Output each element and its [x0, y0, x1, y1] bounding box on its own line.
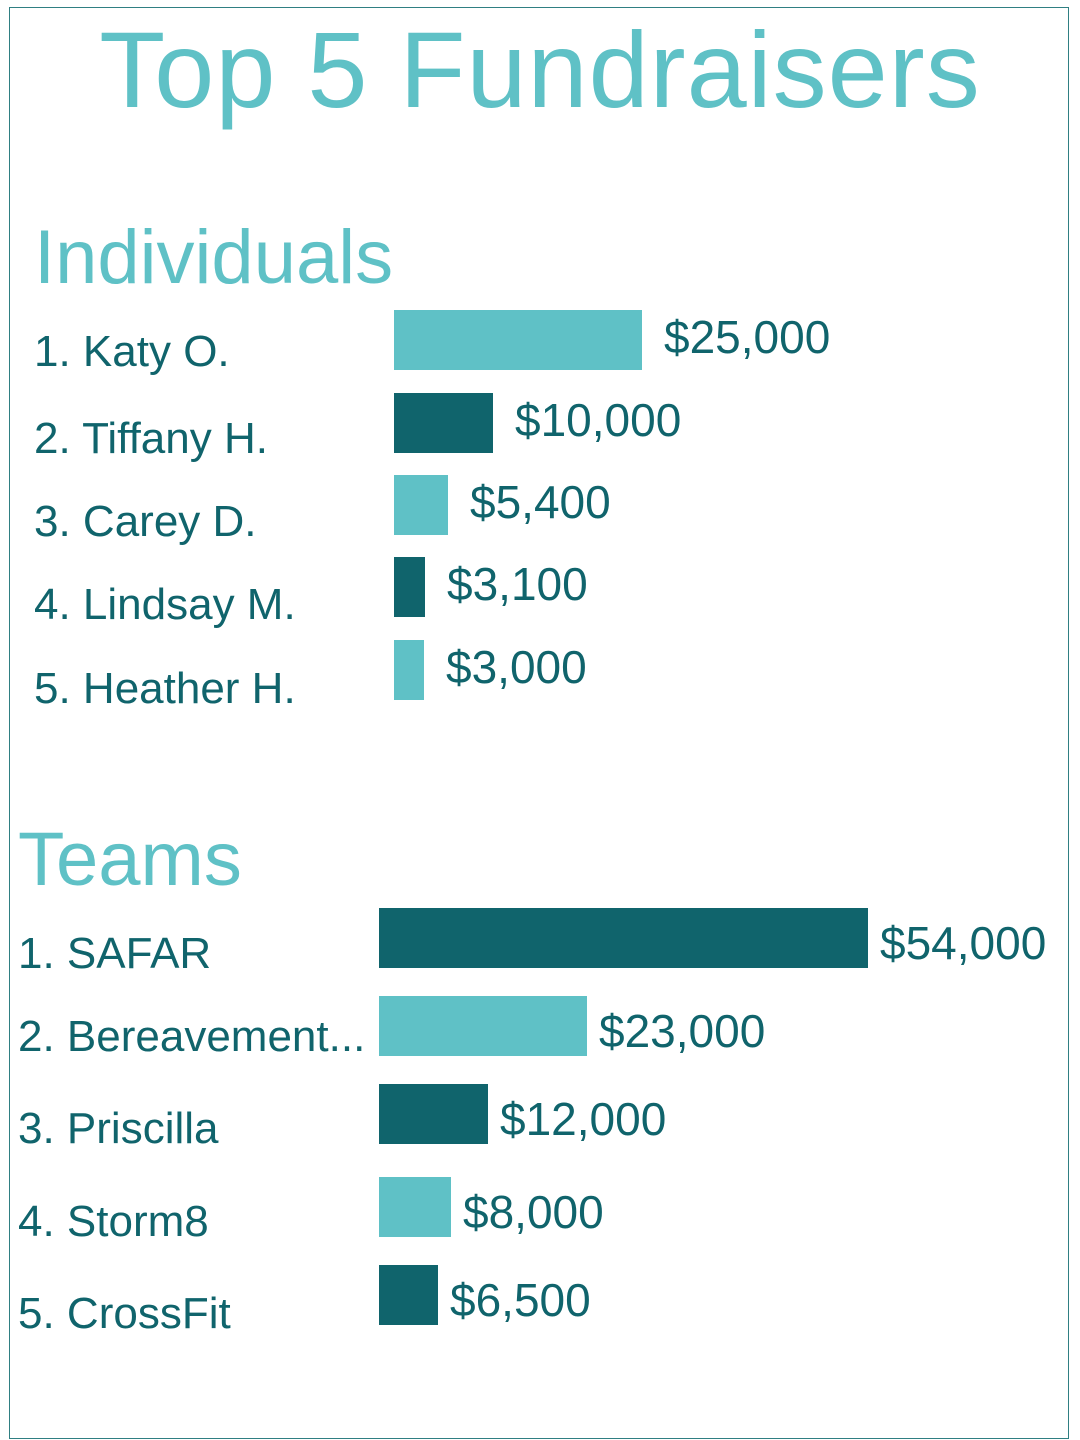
teams-title: Teams: [18, 817, 242, 902]
team-value-4: $8,000: [463, 1186, 604, 1238]
individual-value-4: $3,100: [447, 558, 588, 610]
page-title: Top 5 Fundraisers: [99, 9, 981, 130]
team-bar-1: [379, 908, 868, 968]
individual-bar-4: [394, 557, 425, 617]
individual-bar-1: [394, 310, 642, 370]
team-label-4: 4. Storm8: [18, 1197, 209, 1246]
team-label-1: 1. SAFAR: [18, 929, 212, 978]
team-value-3: $12,000: [500, 1093, 667, 1145]
individual-value-5: $3,000: [446, 641, 587, 693]
individual-label-2: 2. Tiffany H.: [34, 414, 268, 463]
individual-value-2: $10,000: [515, 394, 682, 446]
team-bar-4: [379, 1177, 451, 1237]
individuals-title: Individuals: [34, 215, 394, 300]
individual-label-4: 4. Lindsay M.: [34, 580, 296, 629]
team-label-3: 3. Priscilla: [18, 1104, 219, 1153]
infographic-frame: [9, 7, 1069, 1439]
team-bar-5: [379, 1265, 438, 1325]
individual-value-3: $5,400: [470, 476, 611, 528]
individual-bar-2: [394, 393, 493, 453]
team-value-2: $23,000: [599, 1005, 766, 1057]
individual-bar-3: [394, 475, 448, 535]
team-bar-2: [379, 996, 587, 1056]
team-value-1: $54,000: [880, 917, 1047, 969]
team-label-2: 2. Bereavement...: [18, 1012, 366, 1061]
individual-label-1: 1. Katy O.: [34, 327, 230, 376]
team-value-5: $6,500: [450, 1274, 591, 1326]
team-label-5: 5. CrossFit: [18, 1289, 231, 1338]
individual-label-3: 3. Carey D.: [34, 497, 257, 546]
individual-bar-5: [394, 640, 424, 700]
individual-value-1: $25,000: [664, 311, 831, 363]
individual-label-5: 5. Heather H.: [34, 664, 296, 713]
team-bar-3: [379, 1084, 488, 1144]
